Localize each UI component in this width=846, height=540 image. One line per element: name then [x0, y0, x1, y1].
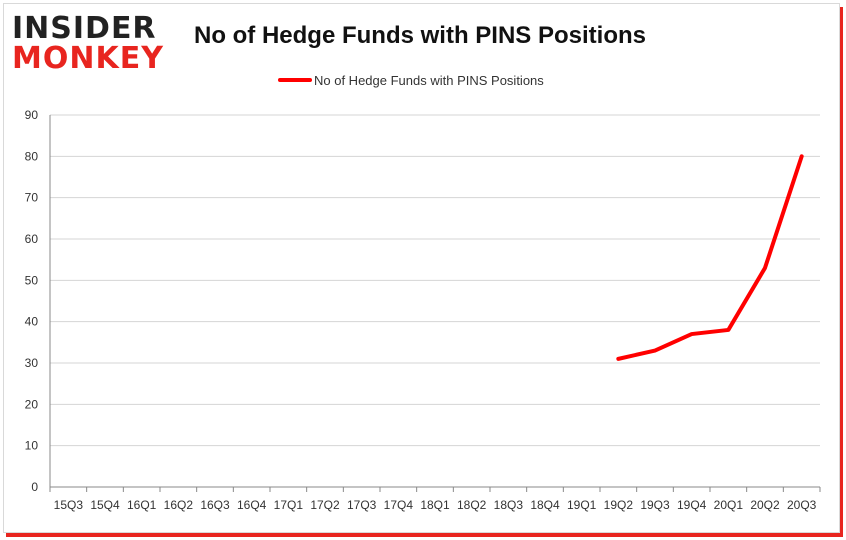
chart-title: No of Hedge Funds with PINS Positions	[193, 22, 646, 49]
y-tick-label: 50	[25, 273, 39, 287]
x-tick-label: 18Q4	[530, 498, 560, 512]
y-tick-label: 60	[25, 232, 39, 246]
x-tick-label: 19Q1	[567, 498, 597, 512]
data-point	[727, 329, 729, 331]
x-tick-label: 20Q3	[787, 498, 817, 512]
x-tick-label: 19Q2	[604, 498, 634, 512]
legend-swatch	[278, 78, 312, 82]
y-tick-label: 0	[31, 480, 38, 494]
x-tick-label: 17Q2	[310, 498, 340, 512]
y-tick-label: 90	[25, 108, 39, 122]
x-tick-label: 17Q3	[347, 498, 377, 512]
y-tick-label: 10	[25, 439, 39, 453]
series-line	[616, 154, 804, 361]
data-point	[801, 155, 803, 157]
chart-frame	[3, 3, 840, 533]
x-tick-label: 20Q1	[714, 498, 744, 512]
data-point	[617, 358, 619, 360]
x-tick-label: 16Q2	[164, 498, 194, 512]
x-tick-label: 17Q1	[274, 498, 304, 512]
logo-line-1: INSIDER	[12, 11, 157, 46]
x-tick-label: 19Q4	[677, 498, 707, 512]
x-tick-label: 18Q1	[420, 498, 450, 512]
data-point	[654, 350, 656, 352]
y-tick-label: 20	[25, 397, 39, 411]
x-tick-label: 16Q4	[237, 498, 267, 512]
data-point	[764, 267, 766, 269]
x-tick-label: 20Q2	[750, 498, 780, 512]
x-tick-label: 18Q2	[457, 498, 487, 512]
x-tick-label: 19Q3	[640, 498, 670, 512]
y-tick-label: 70	[25, 191, 39, 205]
y-tick-label: 30	[25, 356, 39, 370]
x-tick-label: 15Q3	[54, 498, 84, 512]
data-point	[691, 333, 693, 335]
insider-monkey-logo: INSIDER MONKEY	[12, 11, 164, 76]
legend-label: No of Hedge Funds with PINS Positions	[314, 72, 544, 88]
x-tick-label: 17Q4	[384, 498, 414, 512]
x-tick-label: 16Q3	[200, 498, 230, 512]
chart-legend: No of Hedge Funds with PINS Positions	[278, 70, 544, 90]
y-tick-label: 40	[25, 315, 39, 329]
y-tick-label: 80	[25, 149, 39, 163]
x-tick-label: 18Q3	[494, 498, 524, 512]
logo-line-2: MONKEY	[12, 41, 164, 76]
x-tick-label: 16Q1	[127, 498, 157, 512]
x-tick-label: 15Q4	[90, 498, 120, 512]
